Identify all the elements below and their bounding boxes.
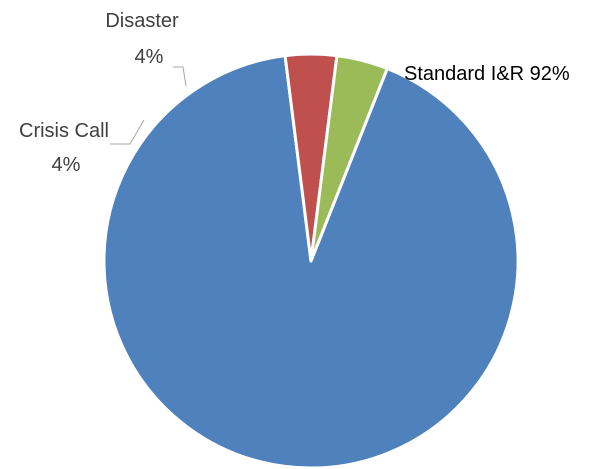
leader-lines bbox=[110, 66, 187, 145]
crisis-call-leader-line bbox=[110, 119, 145, 145]
disaster-data-label-percent: 4% bbox=[135, 46, 164, 68]
disaster-data-label-name: Disaster bbox=[105, 10, 179, 32]
crisis-call-data-label-name: Crisis Call bbox=[19, 120, 109, 142]
pie-slice-disaster bbox=[309, 54, 389, 263]
crisis-call-data-label-percent: 4% bbox=[52, 154, 81, 176]
data-labels: Standard I&R 92% Disaster 4% Crisis Call… bbox=[19, 10, 570, 176]
standard-ir-data-label: Standard I&R 92% bbox=[404, 63, 570, 85]
disaster-leader-line bbox=[173, 66, 187, 87]
pie-slices bbox=[102, 52, 520, 469]
